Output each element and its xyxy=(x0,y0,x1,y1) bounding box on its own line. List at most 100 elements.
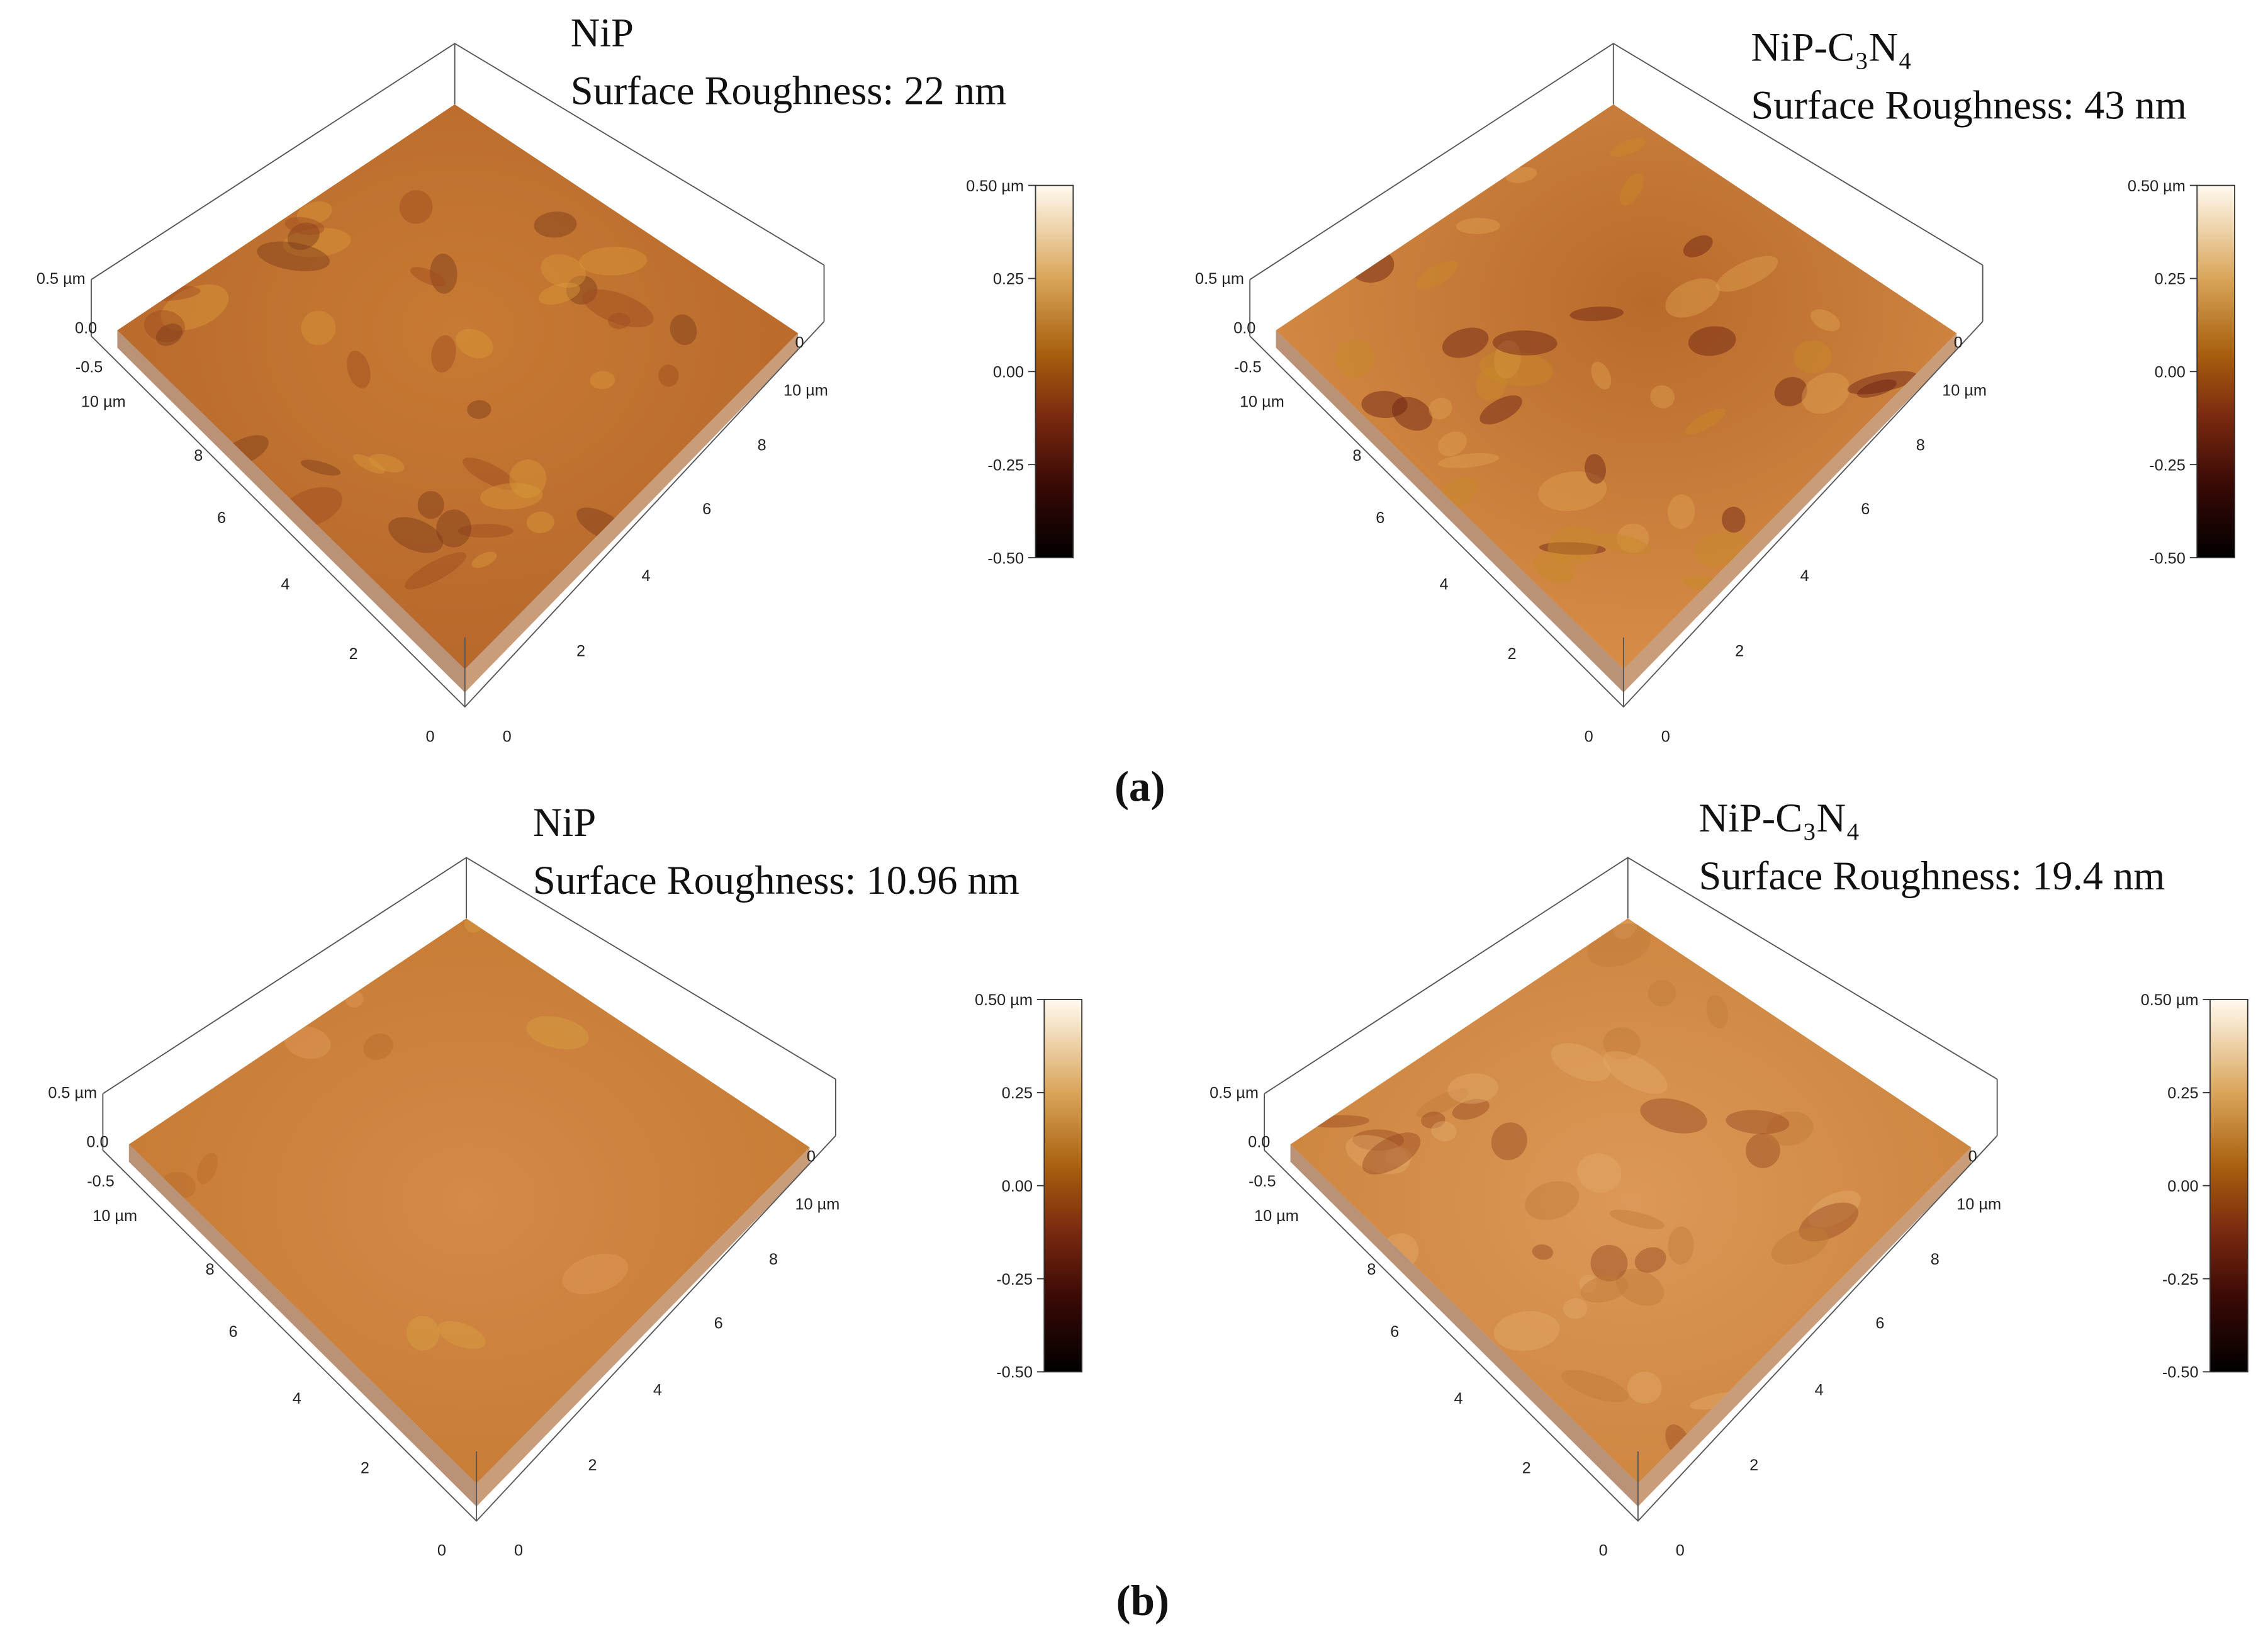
surface-texture xyxy=(143,190,799,590)
surface-feature xyxy=(143,310,186,342)
colorbar-tick-label: 0.00 xyxy=(993,364,1024,381)
surface-texture xyxy=(1335,138,1917,594)
colorbar-tick-label: 0.00 xyxy=(2155,364,2186,381)
right-tick-label: 0 xyxy=(795,334,804,351)
surface-texture xyxy=(162,918,629,1351)
surface-feature xyxy=(405,552,467,590)
left-tick-label: 8 xyxy=(1352,447,1361,465)
surface-feature xyxy=(1421,1112,1446,1129)
surface-feature xyxy=(1715,256,1778,292)
surface-feature xyxy=(406,1316,440,1351)
surface-feature xyxy=(1615,1268,1665,1306)
surface-feature xyxy=(608,312,631,329)
surface-feature xyxy=(526,511,554,534)
z-tick-label: 0.5 µm xyxy=(1210,1084,1259,1102)
surface-feature xyxy=(1688,326,1736,356)
surface-side xyxy=(1623,333,1957,693)
surface-feature xyxy=(538,283,580,305)
surface-feature xyxy=(1361,391,1408,419)
surface-feature xyxy=(1847,371,1917,395)
z-tick-label: 0.0 xyxy=(86,1134,108,1151)
right-tick-label: 2 xyxy=(1749,1457,1758,1474)
surface-feature xyxy=(670,314,697,346)
colorbar-tick-label: 0.50 µm xyxy=(975,991,1033,1009)
surface-feature xyxy=(541,254,587,288)
surface-feature xyxy=(456,329,493,359)
surface-feature xyxy=(590,371,615,390)
surface-feature xyxy=(467,400,491,419)
colorbar-tick-label: -0.25 xyxy=(2162,1271,2199,1288)
surface-feature xyxy=(1610,138,1646,157)
surface-feature xyxy=(1335,339,1374,378)
z-tick-label: -0.5 xyxy=(87,1173,115,1190)
surface-feature xyxy=(431,335,456,373)
surface-feature xyxy=(1492,330,1558,356)
surface-feature xyxy=(1491,1122,1528,1161)
left-tick-label: 4 xyxy=(293,1390,301,1407)
surface-feature xyxy=(1475,368,1507,401)
colorbar-tick-label: -0.25 xyxy=(996,1271,1033,1288)
surface-feature xyxy=(155,324,183,346)
z-tick-label: 0.0 xyxy=(75,319,97,337)
right-tick-label: 4 xyxy=(1815,1381,1824,1399)
colorbar-tick-label: 0.50 µm xyxy=(2141,991,2199,1009)
colorbar-tick-label: -0.50 xyxy=(987,549,1024,567)
surface-feature xyxy=(1438,453,1500,468)
right-tick-label: 0 xyxy=(807,1148,816,1166)
surface-feature xyxy=(1620,173,1644,206)
surface-feature xyxy=(1431,1121,1457,1142)
surface-feature xyxy=(196,1152,218,1185)
surface-feature xyxy=(1345,1135,1410,1175)
surface-side xyxy=(117,330,465,693)
surface-feature xyxy=(458,524,514,538)
right-tick-label: 10 µm xyxy=(1942,381,1987,399)
left-tick-label: 6 xyxy=(1390,1323,1399,1341)
colorbar-tick-label: 0.50 µm xyxy=(966,177,1024,195)
surface-feature xyxy=(1766,1111,1814,1146)
surface-feature xyxy=(1603,1027,1641,1060)
surface-feature xyxy=(1415,261,1458,290)
left-tick-label: 2 xyxy=(1508,645,1517,663)
right-tick-label: 6 xyxy=(1861,500,1870,518)
caption: (b) xyxy=(1116,1576,1169,1625)
surface-plot: 0.5 µm 0.0 -0.5 10 µm 8 6 4 2 0 0 10 µm 8 6 4 2 0 xyxy=(48,857,839,1560)
surface-feature xyxy=(369,454,405,473)
colorbar xyxy=(2209,999,2248,1373)
afm-panel: 0.5 µm 0.0 -0.5 10 µm 8 6 4 2 0 0 10 µm 8 6 4 2 0 NiP-C₃… xyxy=(1210,796,2248,1560)
right-tick-label: 4 xyxy=(642,567,651,585)
surface-feature xyxy=(1668,494,1695,529)
surface-feature xyxy=(1721,507,1746,533)
surface-plot: 0.5 µm 0.0 -0.5 10 µm 8 6 4 2 0 0 10 µm 8 6 4 2 0 xyxy=(1210,857,2001,1560)
surface-feature xyxy=(1808,1190,1861,1227)
surface-feature xyxy=(296,201,332,225)
surface-feature xyxy=(1539,542,1606,555)
surface-plot: 0.5 µm 0.0 -0.5 10 µm 8 6 4 2 0 0 10 µm 8 6 4 2 0 xyxy=(36,42,828,745)
right-tick-label: 10 µm xyxy=(783,381,828,399)
sample-title: NiP-C₃N₄ xyxy=(1751,25,1912,70)
surface-feature xyxy=(1603,1051,1668,1094)
surface-feature xyxy=(1609,1209,1665,1229)
afm-panel: 0.5 µm 0.0 -0.5 10 µm 8 6 4 2 0 0 10 µm 8 6 4 2 0 NiP Sur… xyxy=(48,800,1083,1560)
surface-side xyxy=(464,333,799,693)
right-tick-label: 0 xyxy=(1968,1148,1977,1166)
surface-feature xyxy=(1799,1202,1858,1242)
surface-feature xyxy=(1352,1129,1405,1151)
surface-feature xyxy=(1771,1227,1829,1265)
colorbar-tick-label: 0.25 xyxy=(993,271,1024,288)
surface-feature xyxy=(436,509,471,548)
surface-feature xyxy=(526,1016,589,1050)
surface-feature xyxy=(1437,431,1467,456)
roughness: Surface Roughness: 43 nm xyxy=(1751,83,2186,128)
surface-feature xyxy=(1416,1088,1469,1118)
surface-feature xyxy=(736,408,799,443)
surface-feature xyxy=(417,491,444,519)
surface-feature xyxy=(1627,1372,1662,1404)
left-tick-label: 2 xyxy=(349,645,357,663)
left-tick-label: 6 xyxy=(228,1323,237,1341)
surface-feature xyxy=(1391,397,1432,431)
surface-feature xyxy=(437,1321,486,1349)
roughness: Surface Roughness: 19.4 nm xyxy=(1699,854,2165,898)
surface-feature xyxy=(399,190,433,224)
surface-feature xyxy=(1613,918,1638,940)
z-tick-label: -0.5 xyxy=(76,358,103,376)
